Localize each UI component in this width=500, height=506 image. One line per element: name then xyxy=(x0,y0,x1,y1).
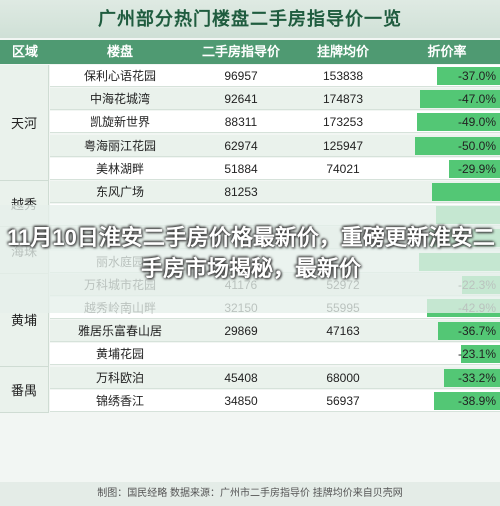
header-guide-price: 二手房指导价 xyxy=(201,44,280,59)
discount-bar xyxy=(417,113,500,132)
row-name: 雅居乐富春山居 xyxy=(77,324,162,339)
row-name: 粤海丽江花园 xyxy=(83,138,156,153)
row-guide-price: 62974 xyxy=(224,138,258,153)
row-name: 东风广场 xyxy=(95,185,144,199)
row-name: 美林湖畔 xyxy=(95,161,144,176)
row-name: 万科欧泊 xyxy=(95,370,144,385)
row-list-price: 173253 xyxy=(322,115,364,130)
row-name: 黄埔花园 xyxy=(95,347,144,362)
table-row: 凯旋新世界 88311 173253 -49.0% xyxy=(50,111,500,134)
row-discount: -50.0% xyxy=(457,138,496,153)
table-row: 东风广场 81253 xyxy=(50,181,500,203)
row-discount: -47.0% xyxy=(457,92,496,107)
discount-bar xyxy=(415,136,500,155)
table-row: 美林湖畔 51884 74021 -29.9% xyxy=(50,157,500,180)
row-name: 锦绣香江 xyxy=(95,393,144,408)
row-guide-price: 81253 xyxy=(224,185,258,199)
discount-bar xyxy=(432,183,500,201)
table-row: 黄埔花园 -23.1% xyxy=(50,343,500,366)
row-list-price: 125947 xyxy=(322,138,364,153)
header-district: 区域 xyxy=(11,44,38,59)
row-discount: -29.9% xyxy=(457,161,496,176)
row-list-price: 56937 xyxy=(326,393,360,408)
discount-bar xyxy=(434,391,500,410)
table-row: 万科欧泊 45408 68000 -33.2% xyxy=(50,366,500,389)
row-discount: -38.9% xyxy=(457,393,496,408)
table-row: 粤海丽江花园 62974 125947 -50.0% xyxy=(50,134,500,157)
discount-bar xyxy=(437,67,500,85)
district-cell: 天河 xyxy=(0,65,49,181)
row-guide-price: 92641 xyxy=(224,92,258,107)
row-name: 保利心语花园 xyxy=(83,69,156,83)
table-row: 锦绣香江 34850 56937 -38.9% xyxy=(50,389,500,412)
discount-bar xyxy=(420,90,500,109)
row-list-price: 74021 xyxy=(326,161,360,176)
header-discount: 折价率 xyxy=(427,44,467,59)
row-list-price: 174873 xyxy=(322,92,364,107)
headline-overlay xyxy=(0,205,500,313)
row-guide-price: 45408 xyxy=(224,370,258,385)
table-row: 保利心语花园 96957 153838 -37.0% xyxy=(50,65,500,87)
row-list-price: 153838 xyxy=(322,69,364,83)
header-name: 楼盘 xyxy=(106,44,133,59)
row-list-price: 68000 xyxy=(326,370,360,385)
discount-bar xyxy=(444,368,500,387)
row-discount: -37.0% xyxy=(457,69,496,83)
table-row: 中海花城湾 92641 174873 -47.0% xyxy=(50,88,500,111)
row-guide-price: 96957 xyxy=(224,69,258,83)
discount-bar xyxy=(461,345,500,364)
headline: 11月10日淮安二手房价格最新价，重磅更新淮安二手房市场揭秘，最新价 xyxy=(7,225,495,281)
row-discount: -49.0% xyxy=(457,115,496,130)
discount-bar xyxy=(438,322,500,341)
row-name: 凯旋新世界 xyxy=(89,115,150,130)
table-row: 雅居乐富春山居 29869 47163 -36.7% xyxy=(50,320,500,343)
row-discount: -23.1% xyxy=(457,347,496,362)
header-list-price: 挂牌均价 xyxy=(316,44,369,59)
source-footer: 制图：国民经略 数据来源：广州市二手房指导价 挂牌均价来自贝壳网 xyxy=(0,482,500,506)
row-guide-price: 34850 xyxy=(224,393,258,408)
district-cell: 番禺 xyxy=(0,366,49,413)
row-discount: -33.2% xyxy=(457,370,496,385)
row-guide-price: 51884 xyxy=(224,161,258,176)
discount-bar xyxy=(449,159,500,178)
row-name: 中海花城湾 xyxy=(89,92,150,107)
table-header: 区域 楼盘 二手房指导价 挂牌均价 折价率 xyxy=(0,40,500,64)
row-guide-price: 88311 xyxy=(224,115,258,130)
page-title: 广州部分热门楼盘二手房指导价一览 xyxy=(0,0,500,38)
row-guide-price: 29869 xyxy=(224,324,258,339)
row-discount: -36.7% xyxy=(457,324,496,339)
row-list-price: 47163 xyxy=(326,324,360,339)
